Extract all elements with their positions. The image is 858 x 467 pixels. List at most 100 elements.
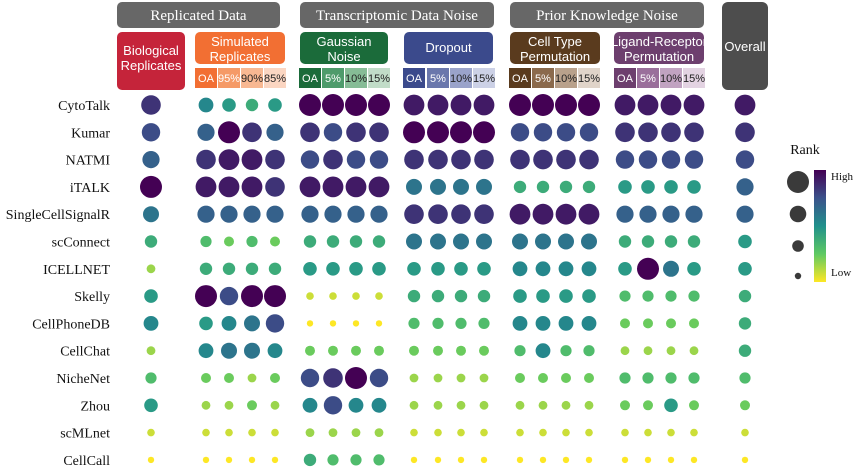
dot-celltype bbox=[535, 316, 551, 331]
dot-gauss bbox=[323, 149, 343, 170]
dot-drop bbox=[433, 400, 443, 410]
subcolumn-header-box bbox=[241, 68, 263, 88]
dot-biological-replicates bbox=[144, 398, 158, 413]
dot-drop bbox=[450, 121, 472, 144]
legend-low-label: Low bbox=[831, 267, 851, 279]
dot-celltype bbox=[582, 180, 596, 194]
dot-lr bbox=[639, 205, 657, 223]
dot-lr bbox=[637, 257, 659, 280]
dot-lr bbox=[614, 94, 636, 116]
subgroup-header-label: Permutation bbox=[520, 49, 590, 64]
dot-gauss bbox=[323, 368, 343, 388]
dot-drop bbox=[403, 121, 425, 144]
legend-title: Rank bbox=[790, 143, 820, 158]
dot-lr bbox=[644, 428, 652, 437]
dot-celltype bbox=[512, 261, 528, 277]
dot-lr bbox=[689, 346, 699, 356]
dot-celltype bbox=[509, 94, 531, 116]
dot-celltype bbox=[533, 149, 553, 170]
dot-gauss bbox=[372, 235, 386, 248]
dot-sim bbox=[241, 176, 263, 198]
dot-lr bbox=[664, 398, 678, 413]
subcolumn-header-box bbox=[450, 68, 472, 88]
dot-sim bbox=[224, 400, 234, 410]
dot-drop bbox=[433, 345, 443, 356]
dot-drop bbox=[453, 233, 469, 250]
dot-celltype bbox=[535, 343, 551, 359]
dot-gauss bbox=[370, 205, 388, 223]
dot-gauss bbox=[349, 235, 363, 248]
dot-lr bbox=[615, 122, 635, 143]
dot-drop bbox=[473, 94, 495, 116]
subgroup-header-label: Biological bbox=[123, 43, 179, 58]
dot-sim bbox=[202, 428, 210, 437]
dot-drop bbox=[451, 204, 471, 224]
method-label: iTALK bbox=[70, 181, 110, 196]
dot-gauss bbox=[302, 397, 318, 413]
dot-celltype bbox=[533, 123, 553, 142]
dot-sim bbox=[270, 373, 280, 383]
dot-sim bbox=[224, 236, 234, 247]
subgroup-header-box bbox=[614, 32, 704, 64]
dot-lr bbox=[618, 235, 632, 248]
dot-lr bbox=[621, 428, 629, 437]
dot-gauss bbox=[368, 176, 390, 198]
dot-lr bbox=[620, 318, 630, 329]
dot-gauss bbox=[345, 176, 367, 198]
dot-drop bbox=[407, 289, 421, 303]
dot-lr bbox=[665, 372, 677, 384]
subcolumn-header-box bbox=[368, 68, 390, 88]
method-label: Skelly bbox=[74, 290, 110, 305]
dot-lr bbox=[688, 372, 700, 384]
subgroup-header-label: Replicates bbox=[210, 49, 271, 64]
method-label: scConnect bbox=[52, 236, 110, 251]
dot-lr bbox=[667, 456, 675, 464]
dot-lr bbox=[664, 180, 678, 194]
method-label: CellPhoneDB bbox=[32, 317, 110, 332]
dot-gauss bbox=[345, 367, 367, 389]
subcolumn-header-box bbox=[403, 68, 425, 88]
dot-drop bbox=[473, 121, 495, 144]
dot-gauss bbox=[328, 428, 338, 437]
dot-sim bbox=[201, 400, 211, 410]
method-label: CellCall bbox=[63, 454, 110, 467]
dot-overall bbox=[740, 400, 750, 411]
dot-gauss bbox=[348, 397, 364, 413]
dot-celltype bbox=[581, 233, 597, 250]
dot-gauss bbox=[374, 428, 384, 437]
dot-lr bbox=[689, 318, 699, 329]
dot-drop bbox=[427, 94, 449, 116]
dot-lr bbox=[684, 122, 704, 143]
dot-drop bbox=[474, 204, 494, 224]
dot-gauss bbox=[303, 235, 317, 248]
dot-sim bbox=[202, 456, 210, 464]
dot-celltype bbox=[510, 123, 530, 142]
dot-lr bbox=[620, 400, 630, 411]
dot-sim bbox=[219, 286, 239, 306]
dot-celltype bbox=[584, 373, 594, 383]
subcolumn-header-label: 10% bbox=[555, 73, 577, 85]
subcolumn-header-box bbox=[345, 68, 367, 88]
dot-gauss bbox=[303, 262, 317, 276]
dot-celltype bbox=[561, 400, 571, 410]
dot-sim bbox=[221, 342, 237, 359]
dot-lr bbox=[687, 180, 701, 194]
subcolumn-header-label: OA bbox=[302, 73, 319, 85]
dot-biological-replicates bbox=[146, 346, 156, 356]
dot-lr bbox=[687, 235, 701, 248]
subcolumn-header-box bbox=[614, 68, 636, 88]
dot-celltype bbox=[556, 123, 576, 142]
dot-overall bbox=[738, 289, 752, 303]
dot-overall bbox=[738, 317, 752, 330]
dot-celltype bbox=[556, 149, 576, 170]
dot-gauss bbox=[327, 454, 339, 466]
dot-biological-replicates bbox=[143, 316, 159, 331]
method-label: CytoTalk bbox=[58, 99, 110, 114]
subcolumn-header-label: 5% bbox=[430, 73, 446, 85]
dot-drop bbox=[433, 373, 443, 383]
group-header-label: Replicated Data bbox=[150, 8, 247, 24]
dot-drop bbox=[477, 289, 491, 303]
dot-sim bbox=[241, 285, 263, 308]
dot-lr bbox=[638, 150, 658, 169]
